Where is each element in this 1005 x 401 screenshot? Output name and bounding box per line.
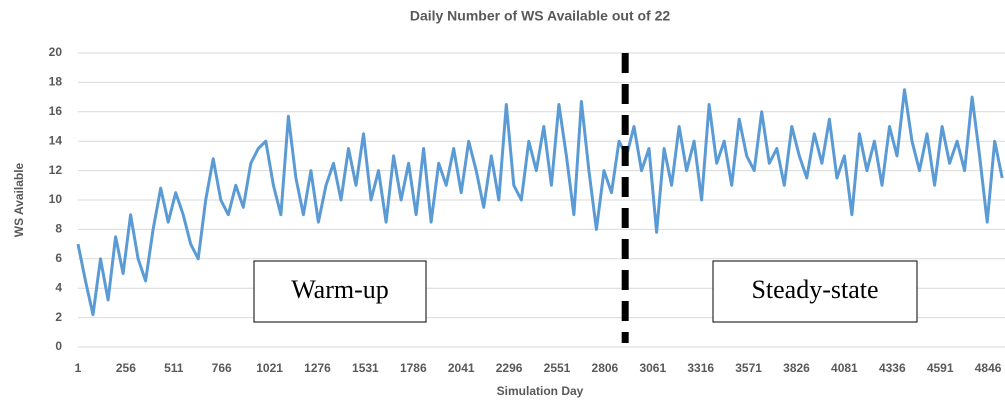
x-axis-title: Simulation Day bbox=[497, 384, 584, 398]
x-tick-label: 4846 bbox=[975, 361, 1002, 375]
y-tick-label: 12 bbox=[49, 163, 63, 177]
chart-title: Daily Number of WS Available out of 22 bbox=[410, 8, 671, 24]
x-tick-label: 4591 bbox=[927, 361, 954, 375]
x-tick-label: 1 bbox=[75, 361, 82, 375]
y-tick-label: 4 bbox=[55, 280, 62, 294]
annotation-box bbox=[253, 260, 427, 323]
x-tick-label: 3061 bbox=[639, 361, 666, 375]
x-tick-label: 1276 bbox=[304, 361, 331, 375]
x-tick-label: 2041 bbox=[448, 361, 475, 375]
y-tick-label: 10 bbox=[49, 192, 63, 206]
x-tick-label: 2296 bbox=[496, 361, 523, 375]
y-tick-label: 2 bbox=[55, 310, 62, 324]
x-tick-label: 4336 bbox=[879, 361, 906, 375]
x-tick-label: 511 bbox=[164, 361, 184, 375]
x-tick-label: 2806 bbox=[592, 361, 619, 375]
x-tick-label: 256 bbox=[116, 361, 136, 375]
x-tick-label: 1531 bbox=[352, 361, 379, 375]
y-tick-label: 0 bbox=[55, 339, 62, 353]
y-tick-label: 20 bbox=[49, 45, 63, 59]
data-line bbox=[76, 88, 1004, 317]
annotation: Steady-state bbox=[751, 275, 878, 304]
y-tick-label: 16 bbox=[49, 104, 63, 118]
x-tick-label: 2551 bbox=[544, 361, 571, 375]
x-tick-label: 3571 bbox=[735, 361, 762, 375]
y-tick-label: 8 bbox=[55, 222, 62, 236]
x-tick-label: 1786 bbox=[400, 361, 427, 375]
annotation-box bbox=[712, 260, 918, 323]
x-tick-label: 4081 bbox=[831, 361, 858, 375]
y-axis-title: WS Available bbox=[12, 162, 26, 237]
x-tick-label: 766 bbox=[212, 361, 232, 375]
x-tick-label: 3826 bbox=[783, 361, 810, 375]
x-tick-label: 3316 bbox=[687, 361, 714, 375]
y-tick-label: 18 bbox=[49, 75, 63, 89]
y-tick-label: 6 bbox=[55, 251, 62, 265]
x-tick-label: 1021 bbox=[256, 361, 283, 375]
y-tick-label: 14 bbox=[49, 133, 63, 147]
annotation: Warm-up bbox=[291, 275, 389, 304]
